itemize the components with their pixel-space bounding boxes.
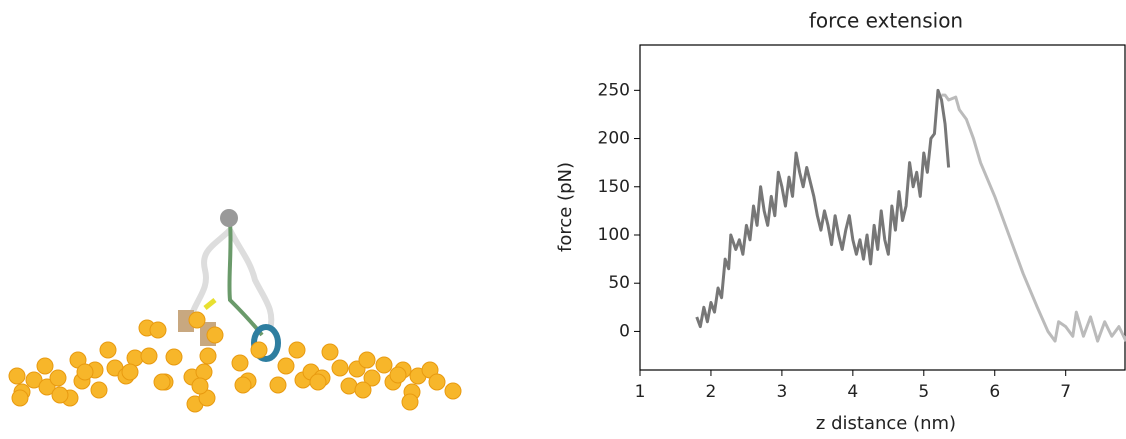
x-tick-label: 1 bbox=[635, 382, 646, 402]
nanoparticle bbox=[51, 386, 69, 404]
nanoparticle bbox=[321, 343, 339, 361]
nanoparticle bbox=[191, 377, 209, 395]
nanoparticle bbox=[99, 341, 117, 359]
y-tick-label: 100 bbox=[598, 225, 630, 245]
nanoparticle bbox=[90, 381, 108, 399]
nanoparticle bbox=[153, 373, 171, 391]
nanoparticle bbox=[121, 363, 139, 381]
nanoparticle bbox=[11, 389, 29, 407]
nanoparticle bbox=[206, 326, 224, 344]
nanoparticle bbox=[195, 363, 213, 381]
y-tick-label: 0 bbox=[619, 321, 630, 341]
nanoparticle bbox=[149, 321, 167, 339]
nanoparticle bbox=[375, 356, 393, 374]
nanoparticle bbox=[354, 381, 372, 399]
y-tick-label: 50 bbox=[608, 273, 630, 293]
nanoparticle bbox=[269, 376, 287, 394]
molecule-render bbox=[8, 209, 462, 413]
x-tick-label: 7 bbox=[1060, 382, 1071, 402]
plot-frame bbox=[639, 44, 1126, 371]
nanoparticle bbox=[389, 366, 407, 384]
nanoparticle bbox=[165, 348, 183, 366]
x-tick-label: 6 bbox=[989, 382, 1000, 402]
protein-strand bbox=[227, 221, 264, 337]
protein-strand bbox=[187, 227, 233, 321]
nanoparticle bbox=[25, 371, 43, 389]
nanoparticle bbox=[76, 363, 94, 381]
nanoparticle bbox=[288, 341, 306, 359]
nanoparticle bbox=[49, 369, 67, 387]
nanoparticle bbox=[140, 347, 158, 365]
disulfide bbox=[203, 298, 217, 310]
protein-strand bbox=[227, 228, 275, 331]
nanoparticle bbox=[8, 367, 26, 385]
y-tick-label: 150 bbox=[598, 177, 630, 197]
nanoparticle bbox=[309, 373, 327, 391]
x-axis-label: z distance (nm) bbox=[816, 413, 956, 434]
pull-bead bbox=[220, 209, 238, 227]
nanoparticle bbox=[358, 351, 376, 369]
force-line bbox=[695, 88, 951, 329]
nanoparticle bbox=[277, 357, 295, 375]
nanoparticle bbox=[331, 359, 349, 377]
y-tick-label: 200 bbox=[598, 129, 630, 149]
x-tick-label: 4 bbox=[847, 382, 858, 402]
nanoparticle bbox=[199, 347, 217, 365]
x-tick-label: 3 bbox=[776, 382, 787, 402]
nanoparticle bbox=[250, 341, 268, 359]
y-axis-label: force (pN) bbox=[555, 162, 576, 252]
nanoparticle bbox=[36, 357, 54, 375]
x-tick-label: 5 bbox=[918, 382, 929, 402]
force-line bbox=[941, 93, 1126, 343]
nanoparticle bbox=[231, 354, 249, 372]
x-tick-label: 2 bbox=[706, 382, 717, 402]
nanoparticle bbox=[340, 377, 358, 395]
nanoparticle bbox=[401, 393, 419, 411]
nanoparticle bbox=[363, 369, 381, 387]
nanoparticle bbox=[188, 311, 206, 329]
protein-helix bbox=[251, 324, 281, 362]
nanoparticle bbox=[234, 376, 252, 394]
nanoparticle bbox=[444, 382, 462, 400]
y-tick-label: 250 bbox=[598, 80, 630, 100]
chart-title: force extension bbox=[809, 9, 963, 33]
nanoparticle bbox=[428, 373, 446, 391]
nanoparticle bbox=[38, 378, 56, 396]
